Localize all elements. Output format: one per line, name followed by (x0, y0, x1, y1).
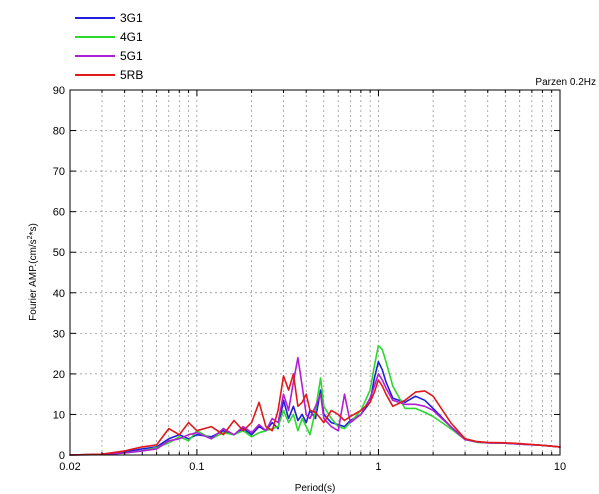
legend-label-3g1: 3G1 (120, 11, 143, 25)
legend-label-4g1: 4G1 (120, 30, 143, 44)
y-tick-label: 40 (53, 288, 65, 300)
tick-marks: 0 10 20 30 40 50 60 70 80 90 0.02 0.1 1 10 (53, 85, 566, 473)
y-tick-label: 50 (53, 247, 65, 259)
x-tick-label: 0.1 (189, 461, 204, 473)
annotation-parzen: Parzen 0.2Hz (535, 77, 596, 88)
legend-label-5rb: 5RB (120, 68, 143, 82)
y-tick-label: 70 (53, 166, 65, 178)
plot-frame (69, 89, 561, 456)
data-series-group (69, 344, 561, 456)
legend: 3G1 4G1 5G1 5RB (75, 11, 143, 82)
y-tick-label: 90 (53, 85, 65, 97)
y-tick-label: 60 (53, 207, 65, 219)
y-tick-label: 0 (59, 450, 65, 462)
x-axis-label: Period(s) (295, 483, 336, 494)
y-axis-label: Fourier AMP.(cm/s2*s) (27, 223, 39, 321)
y-tick-label: 20 (53, 369, 65, 381)
legend-label-5g1: 5G1 (120, 49, 143, 63)
y-tick-label: 30 (53, 328, 65, 340)
grid-lines (70, 90, 560, 455)
y-tick-label: 10 (53, 409, 65, 421)
series-line-4g1 (69, 344, 561, 456)
series-line-5g1 (69, 356, 561, 456)
y-tick-label: 80 (53, 126, 65, 138)
x-tick-label: 10 (554, 461, 566, 473)
x-tick-label: 1 (375, 461, 381, 473)
series-line-5rb (69, 373, 561, 456)
x-tick-label: 0.02 (59, 461, 80, 473)
